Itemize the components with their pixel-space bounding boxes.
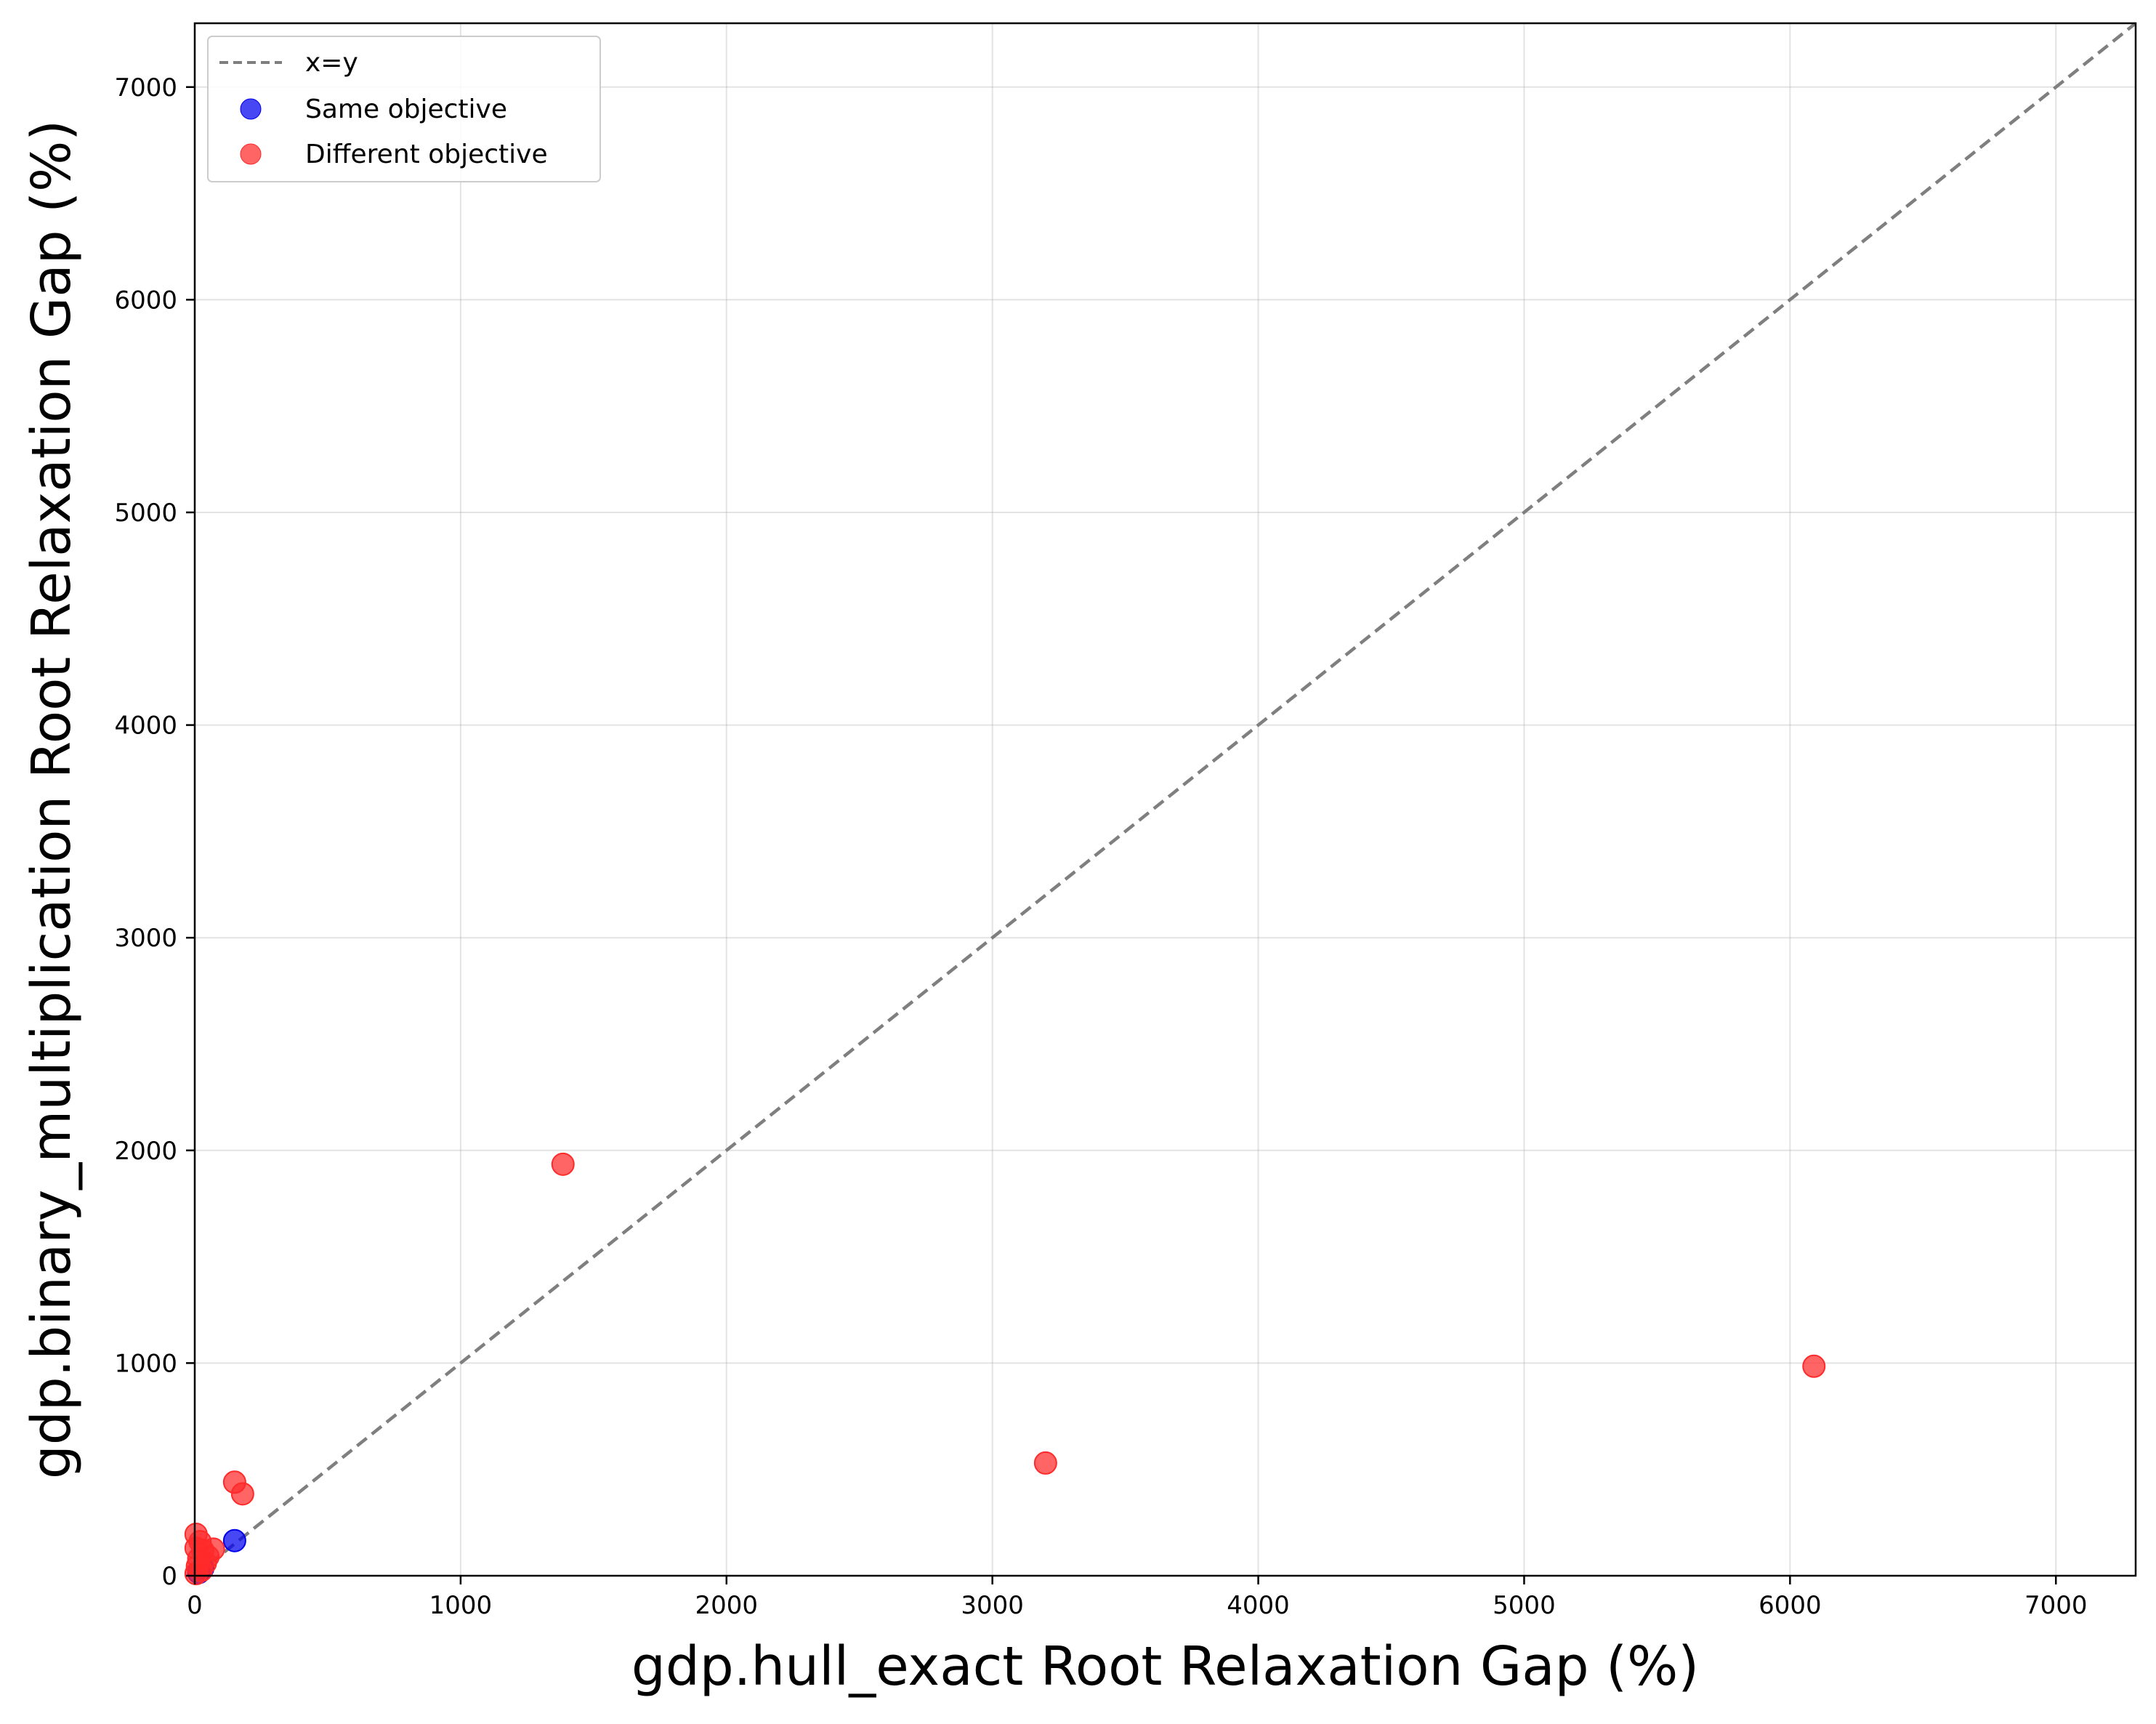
x-tick-label: 5000 (1493, 1591, 1556, 1620)
axis-ticks: 0 1000 2000 3000 4000 5000 6000 7000 0 1000 2000 30… (114, 73, 2087, 1620)
y-tick-label: 6000 (114, 286, 177, 315)
legend-box (207, 36, 601, 182)
legend-entry-different-objective: Different objective (305, 140, 548, 169)
x-tick-label: 7000 (2024, 1591, 2088, 1620)
y-tick-label: 1000 (114, 1349, 177, 1378)
grid (194, 23, 2136, 1576)
reference-line-layer (193, 22, 2137, 1577)
y-tick-label: 0 (161, 1562, 177, 1591)
legend-entry-reference-line: x=y (305, 48, 358, 78)
x-tick-label: 3000 (961, 1591, 1024, 1620)
legend-entry-same-objective: Same objective (305, 94, 507, 124)
y-axis-label: gdp.binary_multiplication Root Relaxatio… (20, 120, 83, 1479)
x-axis-label: gdp.hull_exact Root Relaxation Gap (%) (631, 1635, 1699, 1698)
y-tick-label: 3000 (114, 924, 177, 953)
x-tick-label: 1000 (429, 1591, 493, 1620)
plot-frame (193, 22, 2137, 1577)
point-different-objective (230, 1482, 254, 1506)
point-different-objective (1033, 1451, 1057, 1475)
legend-marker-same-objective (240, 98, 262, 120)
reference-line-x-equals-y (193, 22, 2137, 1577)
legend: x=y Same objective Different objective (207, 36, 601, 182)
legend-marker-different-objective (240, 143, 262, 165)
point-different-objective (184, 1562, 208, 1586)
y-tick-label: 4000 (114, 712, 177, 741)
point-different-objective (551, 1152, 575, 1176)
x-tick-label: 2000 (695, 1591, 759, 1620)
y-tick-label: 5000 (114, 499, 177, 528)
x-tick-label: 4000 (1227, 1591, 1290, 1620)
y-tick-label: 7000 (114, 73, 177, 102)
point-different-objective (1802, 1354, 1826, 1378)
x-tick-label: 6000 (1759, 1591, 1822, 1620)
data-points (184, 1152, 1826, 1586)
x-tick-label: 0 (187, 1591, 203, 1620)
point-same-objective (222, 1528, 246, 1552)
y-tick-label: 2000 (114, 1137, 177, 1166)
